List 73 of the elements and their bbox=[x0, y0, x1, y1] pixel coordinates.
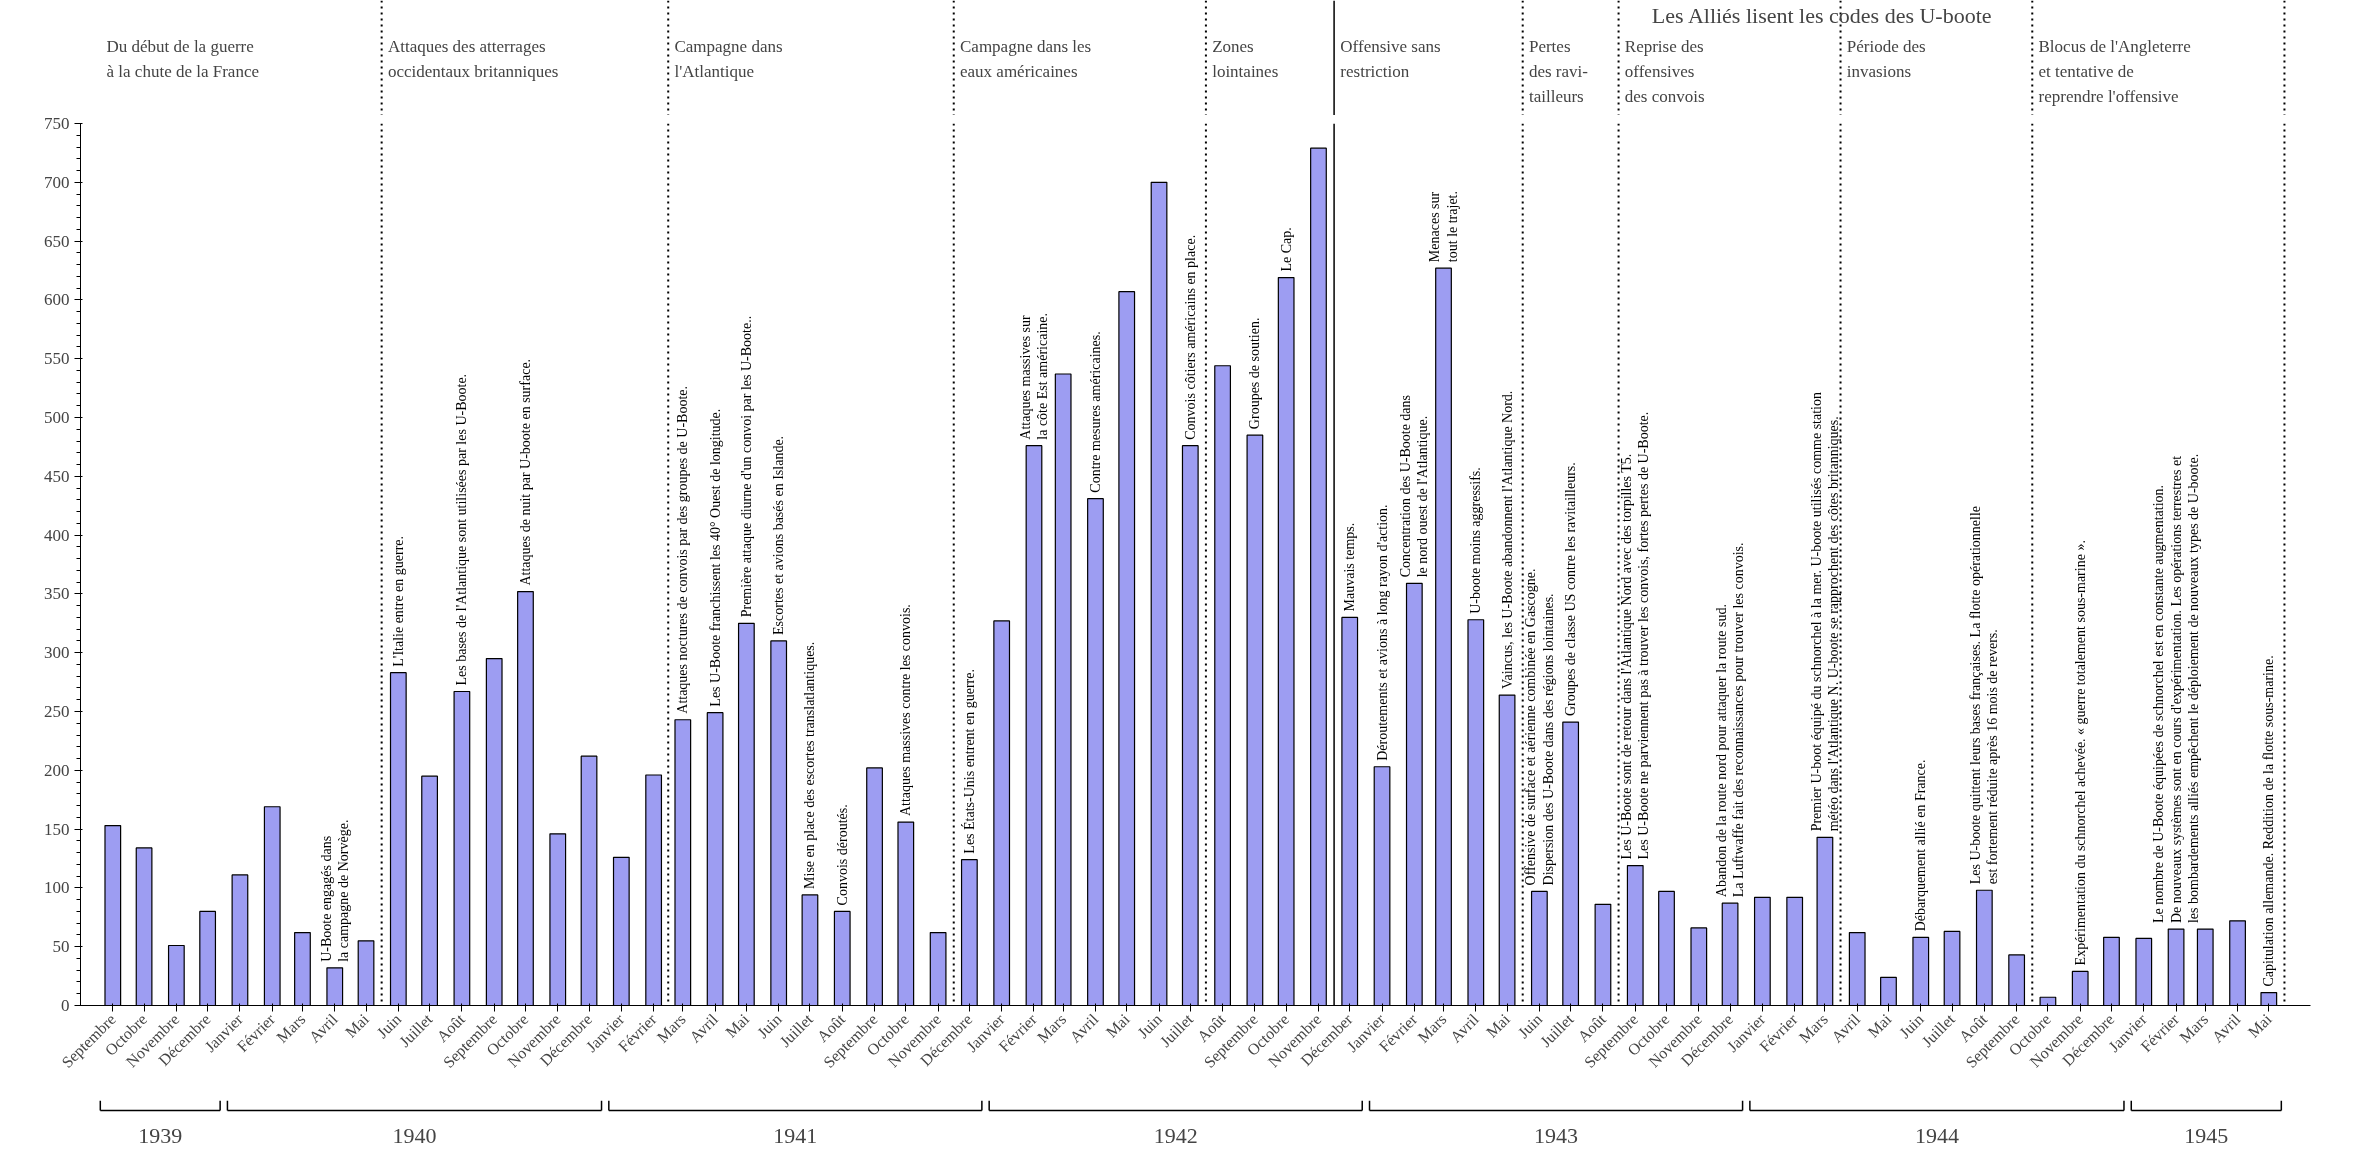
y-tick-label: 350 bbox=[44, 584, 70, 604]
ref-line-label: Pertes des ravi- tailleurs bbox=[1528, 37, 1589, 106]
annotation: Les U-Boote sont de retour dans l'Atlantique Nord avec des torpilles T5. Les U-Boote ne parviennent pas à trouver les convois, fortes pertes de U-Boote. bbox=[1619, 411, 1652, 860]
annotation: Les États-Unis entrent en guerre. bbox=[960, 669, 977, 854]
ref-line-label: Zones lointaines bbox=[1212, 37, 1279, 81]
annotation: Première attaque diurne d'un convoi par les U-Boote.. bbox=[738, 315, 754, 618]
annotation: Concentration des U-Boote dans le nord ouest de l'Atlantique. bbox=[1398, 394, 1431, 578]
annotation: Premier U-boot équipé du schnorchel à la mer. U-boote utilisés comme station météo dans l'Atlantique N. U-boote se rapprochent des côtes britanniques. bbox=[1808, 391, 1842, 832]
annotation: Attaques noctures de convois par des groupes de U-Boote. bbox=[675, 385, 691, 714]
y-tick-label: 300 bbox=[44, 643, 70, 663]
x-tick-label: Mai bbox=[2244, 1010, 2276, 1041]
annotation: Contre mesures américaines. bbox=[1087, 331, 1103, 493]
annotation: Vaincus, les U-Boote abandonnent l'Atlantique Nord. bbox=[1499, 390, 1515, 690]
annotation: Les bases de l'Atlantique sont utilisées par les U-Boote. bbox=[454, 373, 470, 686]
annotation: Menaces sur tout le trajet. bbox=[1427, 190, 1460, 263]
annotation: Groupes de soutien. bbox=[1247, 317, 1263, 430]
annotation: Attaques de nuit par U-boote en surface. bbox=[517, 358, 533, 586]
x-tick-label: Mai bbox=[1864, 1010, 1895, 1041]
ref-line-label: Campagne dans l'Atlantique bbox=[674, 37, 783, 81]
x-tick-label: Mai bbox=[722, 1010, 753, 1041]
annotation: Offensive de surface et aérienne combinée en Gascogne. Dispersion des U-Boote dans des régions lointaines. bbox=[1523, 568, 1556, 886]
text: 1945 bbox=[2184, 1123, 2229, 1149]
annotation: Groupes de classe US contre les ravitailleurs. bbox=[1563, 462, 1579, 717]
annotation: Le Cap. bbox=[1278, 227, 1294, 272]
ref-line-label: Blocus de l'Angleterre et tentative de reprendre l'offensive bbox=[2038, 37, 2191, 106]
y-tick-label: 150 bbox=[44, 819, 70, 839]
y-tick-label: 750 bbox=[44, 114, 70, 133]
annotation: Débarquement allié en France. bbox=[1913, 759, 1929, 932]
annotation: Convois côtiers américains en place. bbox=[1182, 234, 1198, 440]
y-tick-label: 500 bbox=[44, 408, 70, 427]
y-tick-label: 0 bbox=[61, 996, 70, 1015]
annotation: Les U-Boote franchissent les 40° Ouest de longitude. bbox=[707, 408, 723, 707]
x-tick-label: Mai bbox=[1482, 1010, 1514, 1041]
ref-line-label: Offensive sans restriction bbox=[1340, 37, 1441, 81]
y-tick-label: 100 bbox=[44, 878, 70, 898]
annotation: Expérimentation du schnorchel achevée. « guerre totalement sous-marine ». bbox=[2072, 540, 2088, 966]
annotation: U-boote moins aggressifs. bbox=[1468, 467, 1484, 614]
text: 1940 bbox=[392, 1123, 437, 1149]
annotation: L'Italie entre en guerre. bbox=[390, 535, 406, 667]
text: Du début de la guerre à la chute de la France bbox=[106, 37, 259, 81]
annotation: Mauvais temps. bbox=[1342, 522, 1358, 612]
ref-line-label: Campagne dans les eaux américaines bbox=[960, 37, 1092, 81]
ref-line-label: Attaques des atterrages occidentaux britanniques bbox=[387, 37, 559, 81]
annotation: Mise en place des escortes translatlantiques. bbox=[802, 641, 818, 889]
ref-line-label: Reprise des offensives des convois bbox=[1624, 37, 1705, 106]
y-tick-label: 700 bbox=[44, 172, 70, 192]
y-tick-label: 550 bbox=[44, 349, 70, 369]
y-tick-label: 450 bbox=[44, 466, 70, 486]
text: 1943 bbox=[1534, 1123, 1579, 1149]
y-tick-label: 200 bbox=[44, 760, 70, 780]
annotation: Les U-boote quittent leurs bases françaises. La flotte opérationnelle est fortement réduite après 16 mois de revers. bbox=[1968, 505, 2001, 885]
y-tick-label: 650 bbox=[44, 231, 70, 251]
annotation: Attaques massives sur la côte Est américaine. bbox=[1017, 313, 1051, 440]
y-tick-label: 400 bbox=[44, 525, 70, 545]
x-tick-label: Mai bbox=[1102, 1010, 1134, 1041]
text: Les Alliés lisent les codes des U-boote bbox=[1651, 2, 1992, 28]
y-tick-label: 250 bbox=[44, 702, 70, 721]
text: 1942 bbox=[1153, 1123, 1198, 1149]
text: 1944 bbox=[1914, 1123, 1959, 1149]
annotation: Abandon de la route nord pour attaquer la route sud. La Luftwaffe fait des reconnaissances pour trouver les convois. bbox=[1713, 542, 1747, 898]
annotation: Déroutements et avions à long rayon d'action. bbox=[1374, 504, 1390, 761]
annotation: U-Boote engagés dans la campagne de Norvège. bbox=[318, 819, 351, 962]
annotation: Convois déroutés. bbox=[834, 804, 850, 906]
text: 1941 bbox=[773, 1123, 818, 1149]
y-tick-label: 600 bbox=[44, 290, 70, 310]
x-tick-label: Mai bbox=[341, 1010, 373, 1041]
y-tick-label: 50 bbox=[52, 937, 70, 957]
annotation: Escortes et avions basés en Islande. bbox=[771, 435, 787, 635]
text: 1939 bbox=[138, 1123, 183, 1149]
ref-line-label: Période des invasions bbox=[1846, 37, 1926, 81]
annotation: Capitulation allemande. Reddition de la flotte sous-marine. bbox=[2261, 655, 2277, 987]
annotation: Attaques massives contre les convois. bbox=[898, 604, 914, 817]
annotation: Le nombre de U-Boote équipées de schnorchel est en constante augmentation. De nouveaux systèmes sont en cours d'expérimentation. Les opérations terrestres et les bombardements alliés empêchent le déploiement de nouveaux types de U-boote. bbox=[2151, 453, 2201, 924]
